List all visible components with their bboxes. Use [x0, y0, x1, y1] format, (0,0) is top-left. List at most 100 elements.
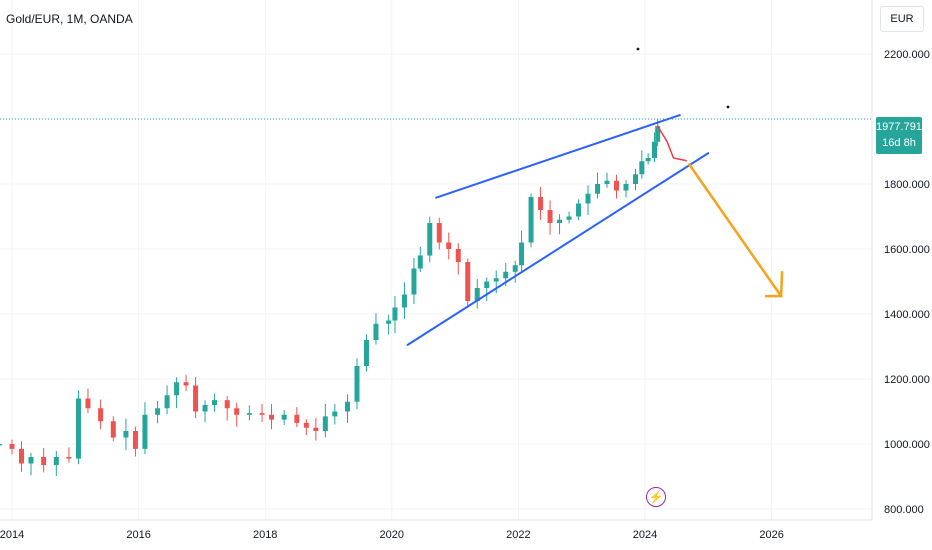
- candle-body: [183, 382, 189, 386]
- candle-body: [373, 323, 379, 340]
- candle-body: [655, 126, 661, 142]
- time-tick-label: 2018: [253, 529, 277, 541]
- candle-body: [401, 294, 407, 308]
- price-axis[interactable]: 2200.000 1800.000 1600.000 1400.000 1200.000…: [884, 49, 930, 516]
- candle-body: [28, 457, 34, 464]
- price-tick-label: 1800.000: [884, 179, 930, 191]
- candle-body: [18, 448, 24, 464]
- candle-body: [269, 414, 275, 420]
- candle-body: [455, 249, 461, 262]
- symbol-title[interactable]: Gold/EUR, 1M, OANDA: [6, 12, 133, 26]
- candle-body: [595, 184, 601, 194]
- candle-body: [474, 288, 480, 301]
- time-tick-label: 2020: [380, 529, 404, 541]
- candle-body: [303, 422, 309, 428]
- candle-body: [142, 414, 148, 449]
- candle-body: [503, 271, 509, 279]
- candle-body: [386, 320, 392, 324]
- time-axis[interactable]: 2014 2016 2018 2020 2022 2024 2026: [0, 529, 784, 541]
- time-tick-label: 2014: [0, 529, 24, 541]
- grid-lines: [0, 0, 872, 520]
- candle-body: [604, 180, 610, 184]
- time-tick-label: 2022: [506, 529, 530, 541]
- candle-body: [417, 255, 423, 269]
- candle-body: [344, 401, 350, 412]
- candlestick-series: [0, 118, 661, 476]
- candle-body: [110, 421, 116, 438]
- candle-body: [614, 180, 620, 191]
- candle-body: [392, 307, 398, 321]
- price-tick-label: 800.000: [884, 504, 924, 516]
- candle-body: [164, 395, 170, 409]
- candle-body: [576, 203, 582, 217]
- candle-body: [281, 414, 287, 420]
- candle-body: [519, 242, 525, 266]
- candle-body: [53, 457, 59, 466]
- candle-body: [566, 216, 572, 220]
- last-price-label: 1977.791 16d 8h: [876, 117, 922, 154]
- candle-body: [538, 197, 544, 210]
- last-price-value: 1977.791: [876, 121, 922, 133]
- candle-body: [202, 405, 208, 412]
- candle-body: [484, 281, 490, 288]
- drawing-dot: [636, 47, 640, 51]
- time-tick-label: 2024: [633, 529, 657, 541]
- upper-trendline[interactable]: [435, 114, 681, 199]
- currency-button[interactable]: EUR: [880, 6, 924, 32]
- bar-countdown: 16d 8h: [882, 137, 916, 149]
- candle-body: [75, 398, 81, 459]
- candle-body: [193, 385, 199, 412]
- candle-body: [66, 457, 72, 459]
- candle-body: [132, 431, 138, 449]
- candle-body: [427, 223, 433, 256]
- candle-body: [224, 400, 230, 409]
- price-tick-label: 1200.000: [884, 374, 930, 386]
- candle-body: [332, 411, 338, 417]
- candle-body: [528, 197, 534, 243]
- candle-body: [98, 408, 104, 422]
- price-tick-label: 1600.000: [884, 244, 930, 256]
- price-tick-label: 2200.000: [884, 49, 930, 61]
- candle-body: [313, 427, 319, 431]
- candle-body: [294, 414, 300, 423]
- candle-body: [465, 262, 471, 301]
- time-tick-label: 2026: [759, 529, 783, 541]
- drawing-annotations: [0, 47, 872, 346]
- candle-body: [623, 184, 629, 191]
- candle-body: [639, 161, 645, 175]
- candle-body: [234, 408, 240, 415]
- price-tick-label: 1400.000: [884, 309, 930, 321]
- lower-trendline[interactable]: [406, 152, 710, 346]
- projected-path[interactable]: [656, 125, 687, 162]
- candle-body: [85, 398, 91, 409]
- candle-body: [446, 242, 452, 249]
- candle-body: [9, 444, 15, 449]
- candle-body: [645, 158, 651, 162]
- time-tick-label: 2016: [126, 529, 150, 541]
- candle-body: [585, 193, 591, 204]
- candle-body: [363, 340, 369, 366]
- forecast-arrow[interactable]: [688, 163, 783, 298]
- candle-body: [41, 457, 47, 466]
- candle-body: [411, 268, 417, 295]
- candle-body: [512, 265, 518, 272]
- candle-body: [354, 366, 360, 402]
- candle-body: [651, 141, 657, 158]
- candle-body: [493, 278, 499, 282]
- candle-body: [212, 400, 218, 405]
- candle-body: [174, 382, 180, 396]
- event-lightning-icon[interactable]: ⚡: [646, 487, 666, 507]
- price-tick-label: 1000.000: [884, 439, 930, 451]
- forecast-arrow-head: [765, 271, 784, 298]
- candle-body: [259, 413, 265, 415]
- candle-body: [123, 431, 129, 438]
- candle-body: [633, 174, 639, 184]
- candle-body: [0, 444, 2, 446]
- candle-body: [436, 223, 442, 243]
- candle-body: [155, 408, 161, 415]
- candle-body: [246, 413, 252, 415]
- candle-body: [322, 416, 328, 431]
- candle-body: [557, 219, 563, 223]
- drawing-dot: [726, 105, 730, 109]
